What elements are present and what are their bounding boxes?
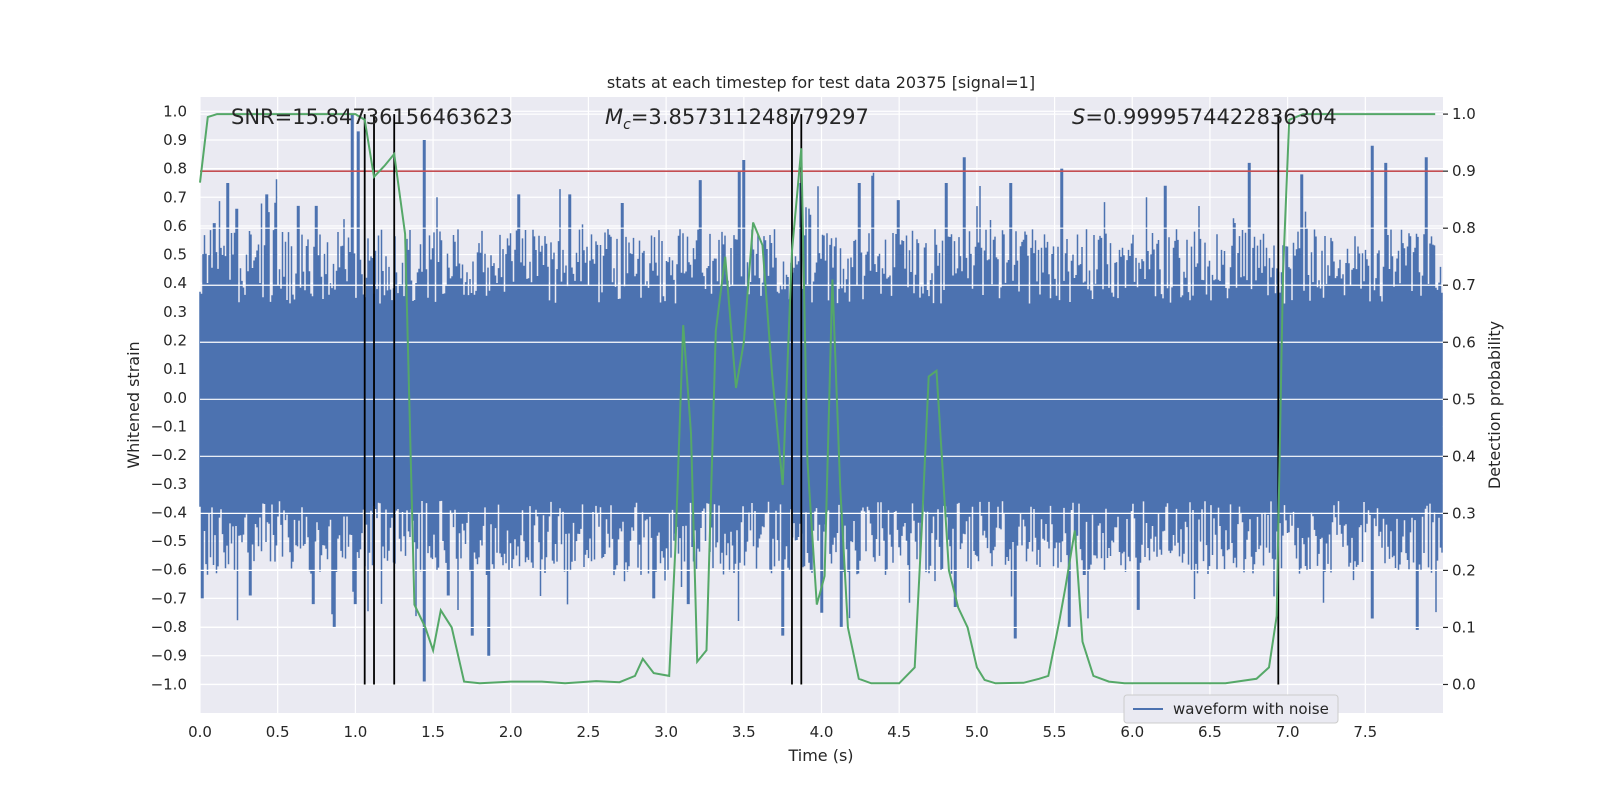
y-tick-label: 0.2 bbox=[163, 332, 187, 350]
right-y-tick-labels: 1.0 0.9 0.8 0.7 0.6 0.5 0.4 0.3 0.2 0.1 0.0 bbox=[1452, 105, 1476, 693]
y-tick-label: 0.6 bbox=[163, 217, 187, 235]
y2-tick-label: 0.4 bbox=[1452, 447, 1476, 465]
x-tick-label: 6.5 bbox=[1198, 723, 1222, 741]
y-tick-label: −0.7 bbox=[151, 589, 187, 607]
y-tick-label: 0.5 bbox=[163, 246, 187, 264]
x-tick-label: 4.0 bbox=[810, 723, 834, 741]
y-tick-label: 0.7 bbox=[163, 188, 187, 206]
y-tick-label: 0.8 bbox=[163, 160, 187, 178]
y-axis-label: Whitened strain bbox=[124, 341, 143, 468]
chirp-mass-subscript: c bbox=[623, 117, 631, 133]
y2-tick-label: 0.7 bbox=[1452, 276, 1476, 294]
y2-tick-label: 0.1 bbox=[1452, 618, 1476, 636]
vertical-marker-lines bbox=[363, 114, 1280, 685]
y-tick-label: −0.9 bbox=[151, 647, 187, 665]
x-tick-labels: 0.0 0.5 1.0 1.5 2.0 2.5 3.0 3.5 4.0 4.5 5.0 5.5 6.0 6… bbox=[188, 723, 1377, 741]
y2-tick-label: 0.5 bbox=[1452, 390, 1476, 408]
x-tick-label: 4.5 bbox=[887, 723, 911, 741]
y2-tick-label: 0.6 bbox=[1452, 333, 1476, 351]
y-tick-label: 0.1 bbox=[163, 360, 187, 378]
y-tick-label: −0.2 bbox=[151, 446, 187, 464]
x-tick-label: 7.0 bbox=[1276, 723, 1300, 741]
score-symbol: S bbox=[1072, 105, 1085, 129]
y-tick-label: −1.0 bbox=[151, 675, 187, 693]
score-annotation: S=0.9999574422836304 bbox=[1072, 105, 1337, 129]
y2-tick-label: 0.9 bbox=[1452, 162, 1476, 180]
y-tick-label: −0.8 bbox=[151, 618, 187, 636]
legend-label: waveform with noise bbox=[1173, 700, 1329, 718]
y2-tick-label: 0.3 bbox=[1452, 504, 1476, 522]
y-tick-label: −0.3 bbox=[151, 475, 187, 493]
right-y-axis-label: Detection probability bbox=[1485, 321, 1504, 489]
y2-tick-label: 0.8 bbox=[1452, 219, 1476, 237]
y-tick-label: −0.1 bbox=[151, 417, 187, 435]
x-tick-label: 2.0 bbox=[499, 723, 523, 741]
y-tick-label: 1.0 bbox=[163, 102, 187, 120]
y-tick-label: −0.5 bbox=[151, 532, 187, 550]
y-tick-label: 0.0 bbox=[163, 389, 187, 407]
chirp-mass-annotation: Mc=3.857311248779297 bbox=[605, 105, 869, 133]
chart-title: stats at each timestep for test data 203… bbox=[607, 73, 1035, 92]
x-tick-label: 7.5 bbox=[1353, 723, 1377, 741]
x-tick-label: 1.0 bbox=[343, 723, 367, 741]
x-tick-label: 1.5 bbox=[421, 723, 445, 741]
y2-tick-label: 0.2 bbox=[1452, 561, 1476, 579]
x-tick-label: 2.5 bbox=[577, 723, 601, 741]
score-value: =0.9999574422836304 bbox=[1085, 105, 1336, 129]
x-tick-label: 6.0 bbox=[1120, 723, 1144, 741]
y-tick-label: −0.6 bbox=[151, 561, 187, 579]
x-tick-label: 0.5 bbox=[266, 723, 290, 741]
x-tick-label: 3.0 bbox=[654, 723, 678, 741]
x-tick-label: 3.5 bbox=[732, 723, 756, 741]
x-tick-label: 5.5 bbox=[1043, 723, 1067, 741]
y-tick-label: 0.9 bbox=[163, 131, 187, 149]
chirp-mass-value: =3.857311248779297 bbox=[631, 105, 869, 129]
y2-tick-label: 1.0 bbox=[1452, 105, 1476, 123]
x-tick-label: 0.0 bbox=[188, 723, 212, 741]
snr-annotation: SNR=15.84736156463623 bbox=[231, 105, 513, 129]
y-tick-label: 0.4 bbox=[163, 274, 187, 292]
detection-probability-line bbox=[199, 113, 1436, 685]
chirp-mass-symbol: M bbox=[605, 105, 623, 129]
legend-box bbox=[1123, 694, 1339, 724]
y-tick-labels: 1.0 0.9 0.8 0.7 0.6 0.5 0.4 0.3 0.2 0.1 0.0 −0.1 −0.… bbox=[151, 102, 187, 693]
x-axis-label: Time (s) bbox=[787, 746, 853, 765]
y2-tick-label: 0.0 bbox=[1452, 675, 1476, 693]
y-tick-label: −0.4 bbox=[151, 503, 187, 521]
y-tick-label: 0.3 bbox=[163, 303, 187, 321]
legend: waveform with noise bbox=[1123, 694, 1339, 724]
x-tick-label: 5.0 bbox=[965, 723, 989, 741]
